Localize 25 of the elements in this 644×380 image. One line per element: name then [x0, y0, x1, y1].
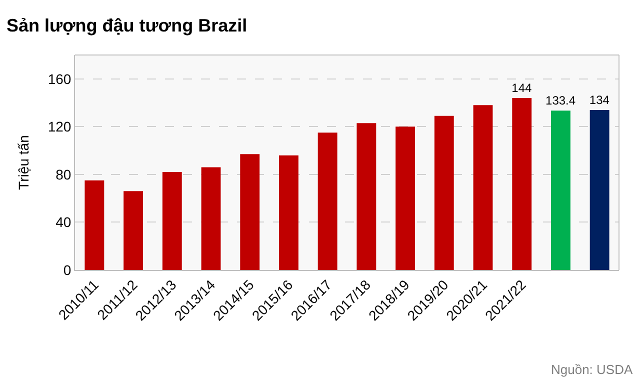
bar	[396, 126, 415, 270]
bar	[590, 110, 610, 270]
y-axis-title: Triệu tấn	[15, 135, 32, 190]
bar	[240, 154, 260, 270]
y-tick-label: 160	[48, 70, 72, 87]
data-label: 144	[512, 81, 532, 95]
bar	[356, 123, 376, 270]
bar	[84, 180, 104, 270]
text: Nguồn: USDA	[551, 362, 633, 377]
y-tick-label: 80	[56, 166, 72, 182]
y-tick-label: 120	[48, 118, 72, 135]
data-label: 133.4	[546, 94, 576, 108]
bar	[512, 98, 532, 270]
bar	[434, 116, 454, 270]
y-tick-label: 40	[56, 214, 72, 230]
bar	[124, 191, 143, 270]
bar	[201, 167, 221, 270]
bar	[318, 132, 338, 270]
bar	[162, 172, 182, 270]
bar	[551, 110, 570, 270]
chart-title: Sản lượng đậu tương Brazil	[6, 16, 248, 36]
data-label: 134	[589, 92, 610, 107]
bar	[279, 155, 298, 270]
bar	[473, 105, 493, 270]
y-tick-label: 0	[63, 262, 72, 278]
